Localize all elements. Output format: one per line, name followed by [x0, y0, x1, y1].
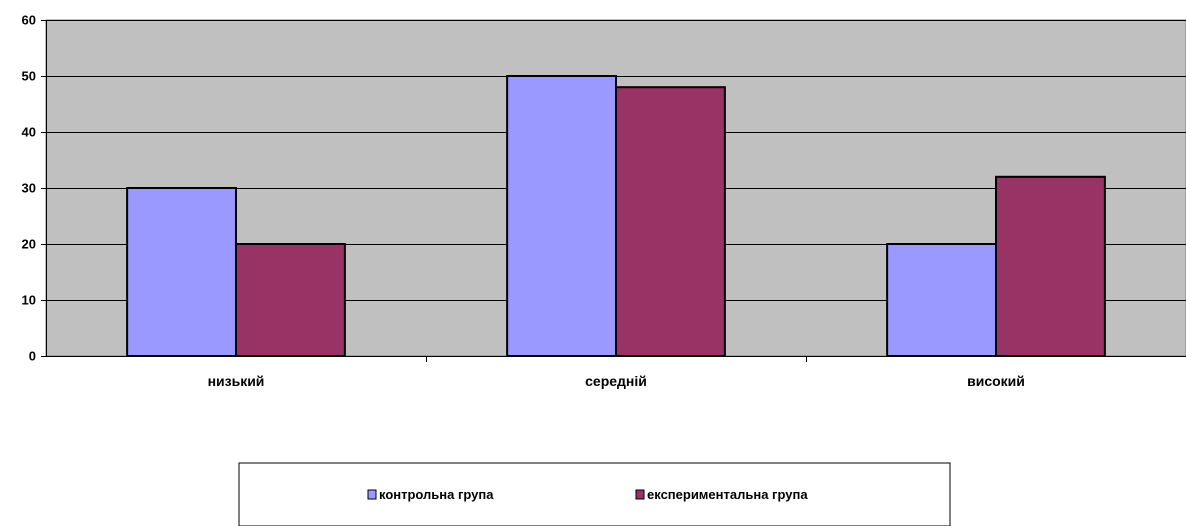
x-category-labels: низький середній високий: [208, 373, 1025, 389]
legend-box: [239, 463, 950, 526]
y-tick-label: 60: [22, 13, 36, 28]
x-category-label: високий: [967, 373, 1025, 389]
y-tick-label: 0: [29, 349, 36, 364]
bar: [127, 188, 236, 356]
legend: контрольна група експериментальна група: [239, 463, 950, 526]
bar: [996, 177, 1105, 356]
legend-label: контрольна група: [379, 487, 494, 502]
legend-swatch: [368, 490, 376, 499]
x-category-label: середній: [585, 373, 647, 389]
bar: [236, 244, 345, 356]
y-tick-label: 30: [22, 181, 36, 196]
bar: [887, 244, 996, 356]
y-tick-label: 20: [22, 237, 36, 252]
legend-label: експериментальна група: [647, 487, 808, 502]
x-category-label: низький: [208, 373, 265, 389]
bar: [616, 87, 725, 356]
y-tick-label: 40: [22, 125, 36, 140]
y-tick-labels: 0 10 20 30 40 50 60: [22, 13, 36, 364]
bar: [507, 76, 616, 356]
y-tick-label: 10: [22, 293, 36, 308]
y-tick-label: 50: [22, 69, 36, 84]
legend-swatch: [636, 490, 644, 499]
